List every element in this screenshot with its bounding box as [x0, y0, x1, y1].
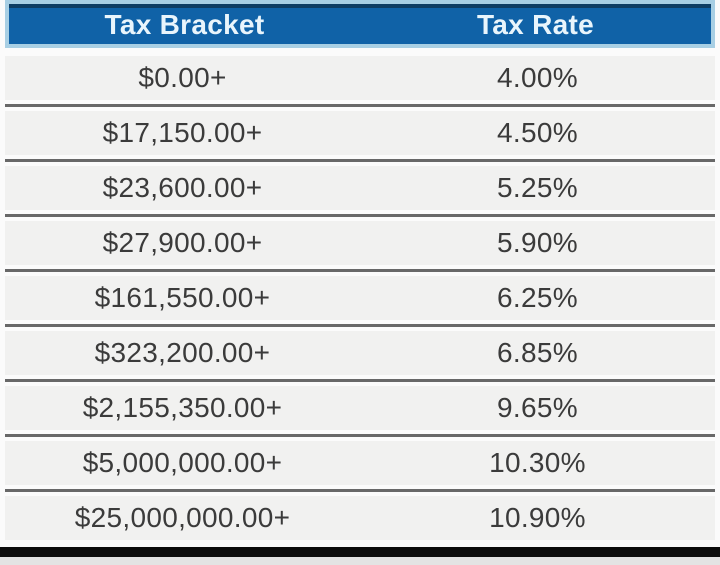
table-row: $323,200.00+ 6.85%	[5, 331, 715, 375]
table-row: $5,000,000.00+ 10.30%	[5, 441, 715, 485]
row-separator	[5, 485, 715, 496]
bracket-cell: $0.00+	[138, 62, 227, 93]
bracket-cell: $2,155,350.00+	[82, 392, 283, 423]
table-row: $25,000,000.00+ 10.90%	[5, 496, 715, 540]
bracket-cell: $27,900.00+	[102, 227, 263, 258]
rate-cell: 9.65%	[497, 392, 578, 423]
table-row: $161,550.00+ 6.25%	[5, 276, 715, 320]
bracket-cell: $5,000,000.00+	[82, 447, 283, 478]
table-row: $0.00+ 4.00%	[5, 56, 715, 100]
bracket-cell: $23,600.00+	[102, 172, 263, 203]
tax-bracket-table: Tax Bracket Tax Rate $0.00+ 4.00% $17,150.…	[5, 0, 715, 540]
row-separator	[5, 155, 715, 166]
table-body: $0.00+ 4.00% $17,150.00+ 4.50% $23,600.00+ 5.…	[5, 56, 715, 540]
bottom-gap	[0, 540, 720, 547]
rate-cell: 4.00%	[497, 62, 578, 93]
column-header-tax-bracket: Tax Bracket	[104, 9, 265, 40]
bracket-cell: $323,200.00+	[94, 337, 271, 368]
row-separator	[5, 375, 715, 386]
row-separator	[5, 210, 715, 221]
table-header-row: Tax Bracket Tax Rate	[5, 0, 715, 48]
row-separator	[5, 265, 715, 276]
row-separator	[5, 100, 715, 111]
row-separator	[5, 430, 715, 441]
bottom-margin-strip	[0, 557, 720, 565]
bracket-cell: $161,550.00+	[94, 282, 271, 313]
rate-cell: 4.50%	[497, 117, 578, 148]
table-row: $27,900.00+ 5.90%	[5, 221, 715, 265]
rate-cell: 10.90%	[489, 502, 586, 533]
rate-cell: 5.25%	[497, 172, 578, 203]
rate-cell: 5.90%	[497, 227, 578, 258]
rate-cell: 10.30%	[489, 447, 586, 478]
table-row: $23,600.00+ 5.25%	[5, 166, 715, 210]
table-row: $2,155,350.00+ 9.65%	[5, 386, 715, 430]
table-bottom-border	[0, 547, 720, 557]
row-separator	[5, 320, 715, 331]
bracket-cell: $25,000,000.00+	[74, 502, 291, 533]
column-header-tax-rate: Tax Rate	[476, 9, 595, 40]
table-row: $17,150.00+ 4.50%	[5, 111, 715, 155]
rate-cell: 6.85%	[497, 337, 578, 368]
bracket-cell: $17,150.00+	[102, 117, 263, 148]
rate-cell: 6.25%	[497, 282, 578, 313]
